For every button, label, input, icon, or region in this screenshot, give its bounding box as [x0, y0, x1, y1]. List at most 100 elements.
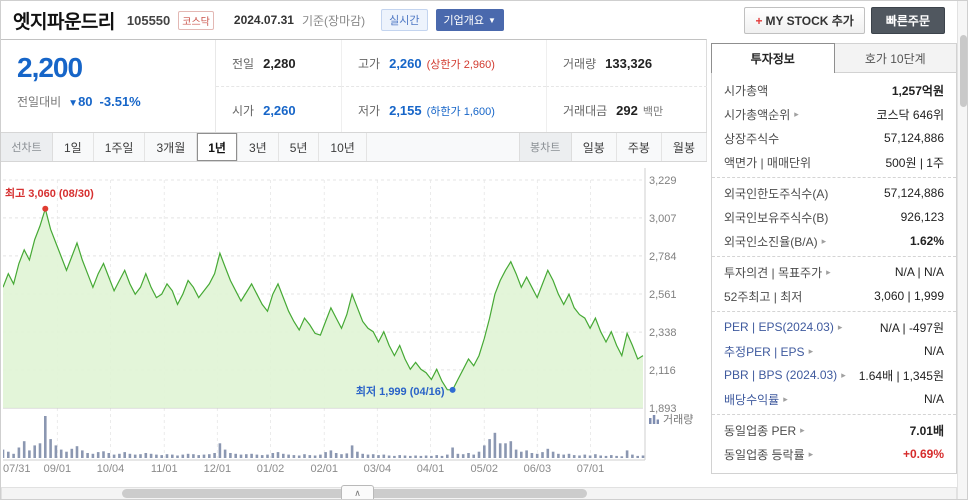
candle-chart-buttons: 봉차트 일봉 주봉 월봉: [518, 133, 707, 161]
x-axis-label: 01/02: [256, 463, 285, 475]
y-axis-tick-label: 2,338: [649, 327, 677, 339]
y-axis-tick-label: 1,893: [649, 403, 677, 415]
info-arrow-icon[interactable]: ▸: [837, 321, 843, 332]
summary-open: 시가 2,260: [216, 86, 341, 132]
main-content: 2,200 전일대비 ▼80 -3.51% 전일 2,280 고가 2,260 (상한…: [1, 39, 707, 486]
header-actions: + MY STOCK 추가 빠른주문: [744, 6, 945, 34]
down-arrow-icon: ▼: [68, 98, 79, 109]
info-arrow-icon[interactable]: ▸: [783, 393, 788, 404]
current-price: 2,200: [17, 52, 83, 83]
x-axis-label: 07/01: [576, 463, 605, 475]
sidebar-tabs: 투자정보 호가 10단계: [711, 43, 957, 73]
my-stock-add-button[interactable]: + MY STOCK 추가: [744, 6, 865, 34]
summary-prev-close: 전일 2,280: [232, 56, 296, 71]
x-axis-label: 07/31: [3, 463, 31, 475]
candle-button-daily[interactable]: 일봉: [572, 133, 617, 161]
x-axis-label: 03/04: [363, 463, 392, 475]
vertical-scroll-thumb[interactable]: [960, 35, 967, 107]
x-axis-label: 04/01: [416, 463, 445, 475]
volume-legend: 거래량: [649, 411, 693, 427]
chart-canvas[interactable]: 3,229 3,007 2,784 2,561 2,338 2,116 1,893 최고 3…: [1, 168, 703, 462]
chart-toolbar: 선차트 1일 1주일 3개월 1년 3년 5년 10년 봉차트 일봉 주봉 월봉: [1, 132, 707, 162]
y-axis-tick-label: 3,229: [649, 175, 677, 187]
price-change-row: 전일대비 ▼80 -3.51%: [17, 93, 199, 110]
range-button-1year[interactable]: 1년: [197, 133, 238, 161]
plus-icon: +: [755, 13, 763, 28]
row-foreign-ratio: 외국인소진율(B/A) ▸ 1.62%: [724, 234, 944, 249]
row-market-cap: 시가총액 1,257억원: [724, 83, 944, 98]
chart-svg: 3,229 3,007 2,784 2,561 2,338 2,116 1,893: [1, 168, 677, 461]
x-axis-label: 11/01: [150, 463, 178, 475]
row-listed-shares: 상장주식수 57,124,886: [724, 131, 944, 146]
investor-info-panel: 투자정보 호가 10단계 시가총액 1,257억원 시가총액순위 ▸ 코스닥 64…: [711, 43, 957, 474]
x-axis-label: 05/02: [470, 463, 499, 475]
range-button-1week[interactable]: 1주일: [94, 133, 146, 161]
chevron-down-icon: ▼: [488, 15, 496, 25]
y-axis-tick-label: 2,784: [649, 251, 677, 263]
y-axis-tick-label: 3,007: [649, 213, 677, 225]
info-arrow-icon[interactable]: ▸: [841, 369, 846, 380]
current-price-panel: 2,200 전일대비 ▼80 -3.51%: [1, 40, 216, 132]
investor-info-body: 시가총액 1,257억원 시가총액순위 ▸ 코스닥 646위 상장주식수 57,1…: [711, 72, 957, 474]
quote-date: 2024.07.31: [233, 13, 294, 27]
x-axis-label: 06/03: [523, 463, 552, 475]
x-axis-label: 10/04: [96, 463, 125, 475]
info-arrow-icon[interactable]: ▸: [826, 266, 831, 277]
stock-name: 엣지파운드리: [13, 11, 115, 33]
row-52week-high-low: 52주최고 | 최저 3,060 | 1,999: [724, 289, 944, 304]
company-overview-button[interactable]: 기업개요 ▼: [435, 9, 504, 31]
info-arrow-icon[interactable]: ▸: [808, 448, 814, 459]
y-axis-tick-label: 2,561: [649, 289, 677, 301]
x-axis-label: 02/01: [310, 463, 339, 475]
volume-chart-icon: [649, 415, 659, 424]
stock-code: 105550: [126, 12, 171, 28]
info-arrow-icon[interactable]: ▸: [808, 345, 814, 356]
info-arrow-icon[interactable]: ▸: [821, 235, 827, 246]
market-badge: 코스닥: [178, 10, 214, 30]
range-button-3year[interactable]: 3년: [238, 133, 279, 161]
chart-low-annotation: 최저 1,999 (04/16): [355, 385, 445, 398]
price-chart[interactable]: 3,229 3,007 2,784 2,561 2,338 2,116 1,893 최고 3…: [1, 162, 707, 486]
quote-date-note: 기준(장마감): [301, 13, 366, 28]
row-foreign-held: 외국인보유주식수(B) 926,123: [724, 210, 944, 225]
scroll-top-button[interactable]: ∧: [341, 485, 374, 499]
summary-volume: 거래량 133,326: [546, 40, 707, 86]
info-group-capital: 시가총액 1,257억원 시가총액순위 ▸ 코스닥 646위 상장주식수 57,1…: [712, 75, 956, 178]
info-group-foreign: 외국인한도주식수(A) 57,124,886 외국인보유주식수(B) 926,1…: [712, 178, 956, 257]
summary-low: 저가 2,155 (하한가 1,600): [341, 86, 546, 132]
row-sector-per: 동일업종 PER ▸ 7.01배: [724, 423, 944, 438]
range-button-3month[interactable]: 3개월: [145, 133, 198, 161]
row-foreign-limit: 외국인한도주식수(A) 57,124,886: [724, 186, 944, 201]
candle-button-weekly[interactable]: 주봉: [617, 133, 662, 161]
range-button-1day[interactable]: 1일: [53, 133, 94, 161]
range-button-5year[interactable]: 5년: [279, 133, 320, 161]
quick-order-button[interactable]: 빠른주문: [870, 6, 945, 34]
row-dividend-yield: 배당수익률 ▸ N/A: [724, 392, 944, 407]
candle-button-monthly[interactable]: 월봉: [662, 133, 707, 161]
realtime-badge: 실시간: [381, 9, 428, 31]
candle-chart-section-label: 봉차트: [519, 133, 572, 161]
change-label: 전일대비: [17, 95, 62, 109]
header: 엣지파운드리 105550 코스닥 2024.07.31 기준(장마감) 실시간…: [1, 1, 957, 39]
row-market-cap-rank: 시가총액순위 ▸ 코스닥 646위: [724, 107, 944, 122]
tab-orderbook-10[interactable]: 호가 10단계: [834, 43, 957, 73]
horizontal-scrollbar[interactable]: [1, 487, 957, 499]
x-axis-label: 12/01: [203, 463, 232, 475]
row-est-per-eps: 추정PER | EPS ▸ N/A: [724, 344, 944, 359]
row-sector-change: 동일업종 등락률 ▸ +0.69%: [724, 447, 944, 462]
info-group-valuation: PER | EPS(2024.03) ▸ N/A | -497원 추정PER | …: [712, 312, 956, 415]
row-per-eps: PER | EPS(2024.03) ▸ N/A | -497원: [724, 320, 944, 335]
company-overview-label: 기업개요: [443, 15, 485, 27]
info-arrow-icon[interactable]: ▸: [794, 108, 799, 119]
x-axis-label: 09/01: [43, 463, 72, 475]
change-value: ▼80: [68, 94, 93, 109]
row-par-value: 액면가 | 매매단위 500원 | 1주: [724, 155, 944, 170]
range-button-10year[interactable]: 10년: [319, 133, 367, 161]
change-percent: -3.51%: [99, 94, 141, 109]
vertical-scrollbar[interactable]: [957, 1, 967, 499]
tab-investor-info[interactable]: 투자정보: [711, 43, 835, 73]
info-arrow-icon[interactable]: ▸: [800, 424, 805, 435]
volume-legend-label: 거래량: [663, 414, 694, 426]
row-pbr-bps: PBR | BPS (2024.03) ▸ 1.64배 | 1,345원: [724, 368, 944, 383]
